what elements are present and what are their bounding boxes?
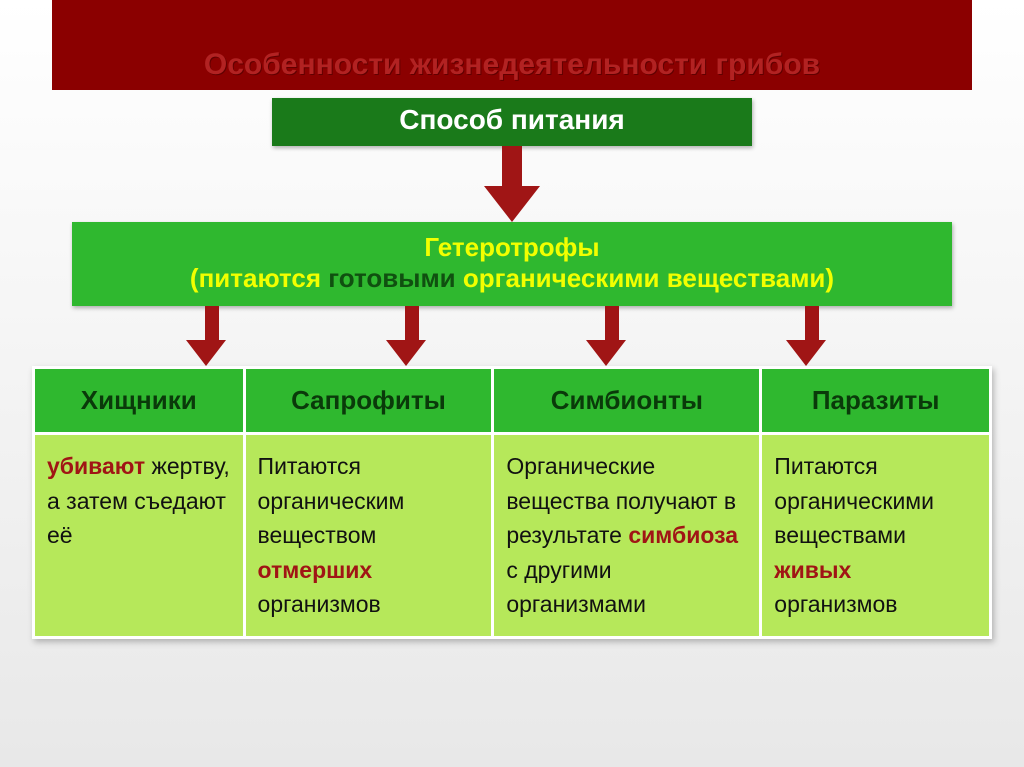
mid-line2-pre: (питаются: [190, 263, 328, 293]
top-box: Способ питания: [272, 98, 752, 146]
mid-line2-accent: готовыми: [328, 263, 455, 293]
table-header-row: Хищники Сапрофиты Симбионты Паразиты: [34, 368, 991, 434]
td1-post: организмов: [258, 591, 381, 617]
table-body-row: убивают жертву, а затем съедают её Питаю…: [34, 434, 991, 638]
td-3: Питаются органическими веществами живых …: [761, 434, 991, 638]
category-table: Хищники Сапрофиты Симбионты Паразиты уби…: [32, 366, 992, 639]
td2-hl: симбиоза: [628, 522, 738, 548]
mid-box-line1: Гетеротрофы: [72, 232, 952, 263]
arrow-head-icon: [786, 340, 826, 366]
small-arrow-3: [599, 306, 626, 366]
top-box-label: Способ питания: [399, 104, 625, 135]
td-0: убивают жертву, а затем съедают её: [34, 434, 245, 638]
th-0: Хищники: [34, 368, 245, 434]
arrow-shaft: [502, 146, 522, 186]
mid-line2-post: органическими веществами): [456, 263, 834, 293]
td-2: Органические вещества получают в результ…: [493, 434, 761, 638]
th-3: Паразиты: [761, 368, 991, 434]
arrow-shaft: [205, 306, 219, 340]
td2-post: с другими организмами: [506, 557, 646, 618]
mid-box-line2: (питаются готовыми органическими веществ…: [72, 263, 952, 294]
td3-hl: живых: [774, 557, 851, 583]
th-2: Симбионты: [493, 368, 761, 434]
small-arrow-1: [199, 306, 226, 366]
td3-pre: Питаются органическими веществами: [774, 453, 934, 548]
td-1: Питаются органическим веществом отмерших…: [244, 434, 493, 638]
arrow-head-icon: [484, 186, 540, 222]
arrow-head-icon: [386, 340, 426, 366]
td1-hl: отмерших: [258, 557, 373, 583]
th-1: Сапрофиты: [244, 368, 493, 434]
arrow-shaft: [805, 306, 819, 340]
mid-box: Гетеротрофы (питаются готовыми органичес…: [72, 222, 952, 306]
small-arrow-2: [399, 306, 426, 366]
page-title: Особенности жизнедеятельности грибов: [204, 48, 820, 82]
td0-hl: убивают: [47, 453, 145, 479]
arrow-head-icon: [186, 340, 226, 366]
td1-pre: Питаются органическим веществом: [258, 453, 405, 548]
arrow-shaft: [605, 306, 619, 340]
small-arrow-4: [799, 306, 826, 366]
td3-post: организмов: [774, 591, 897, 617]
header-bar: Особенности жизнедеятельности грибов: [52, 0, 972, 90]
arrow-head-icon: [586, 340, 626, 366]
arrow-row: [72, 306, 952, 366]
big-arrow: [0, 146, 1024, 222]
arrow-shaft: [405, 306, 419, 340]
